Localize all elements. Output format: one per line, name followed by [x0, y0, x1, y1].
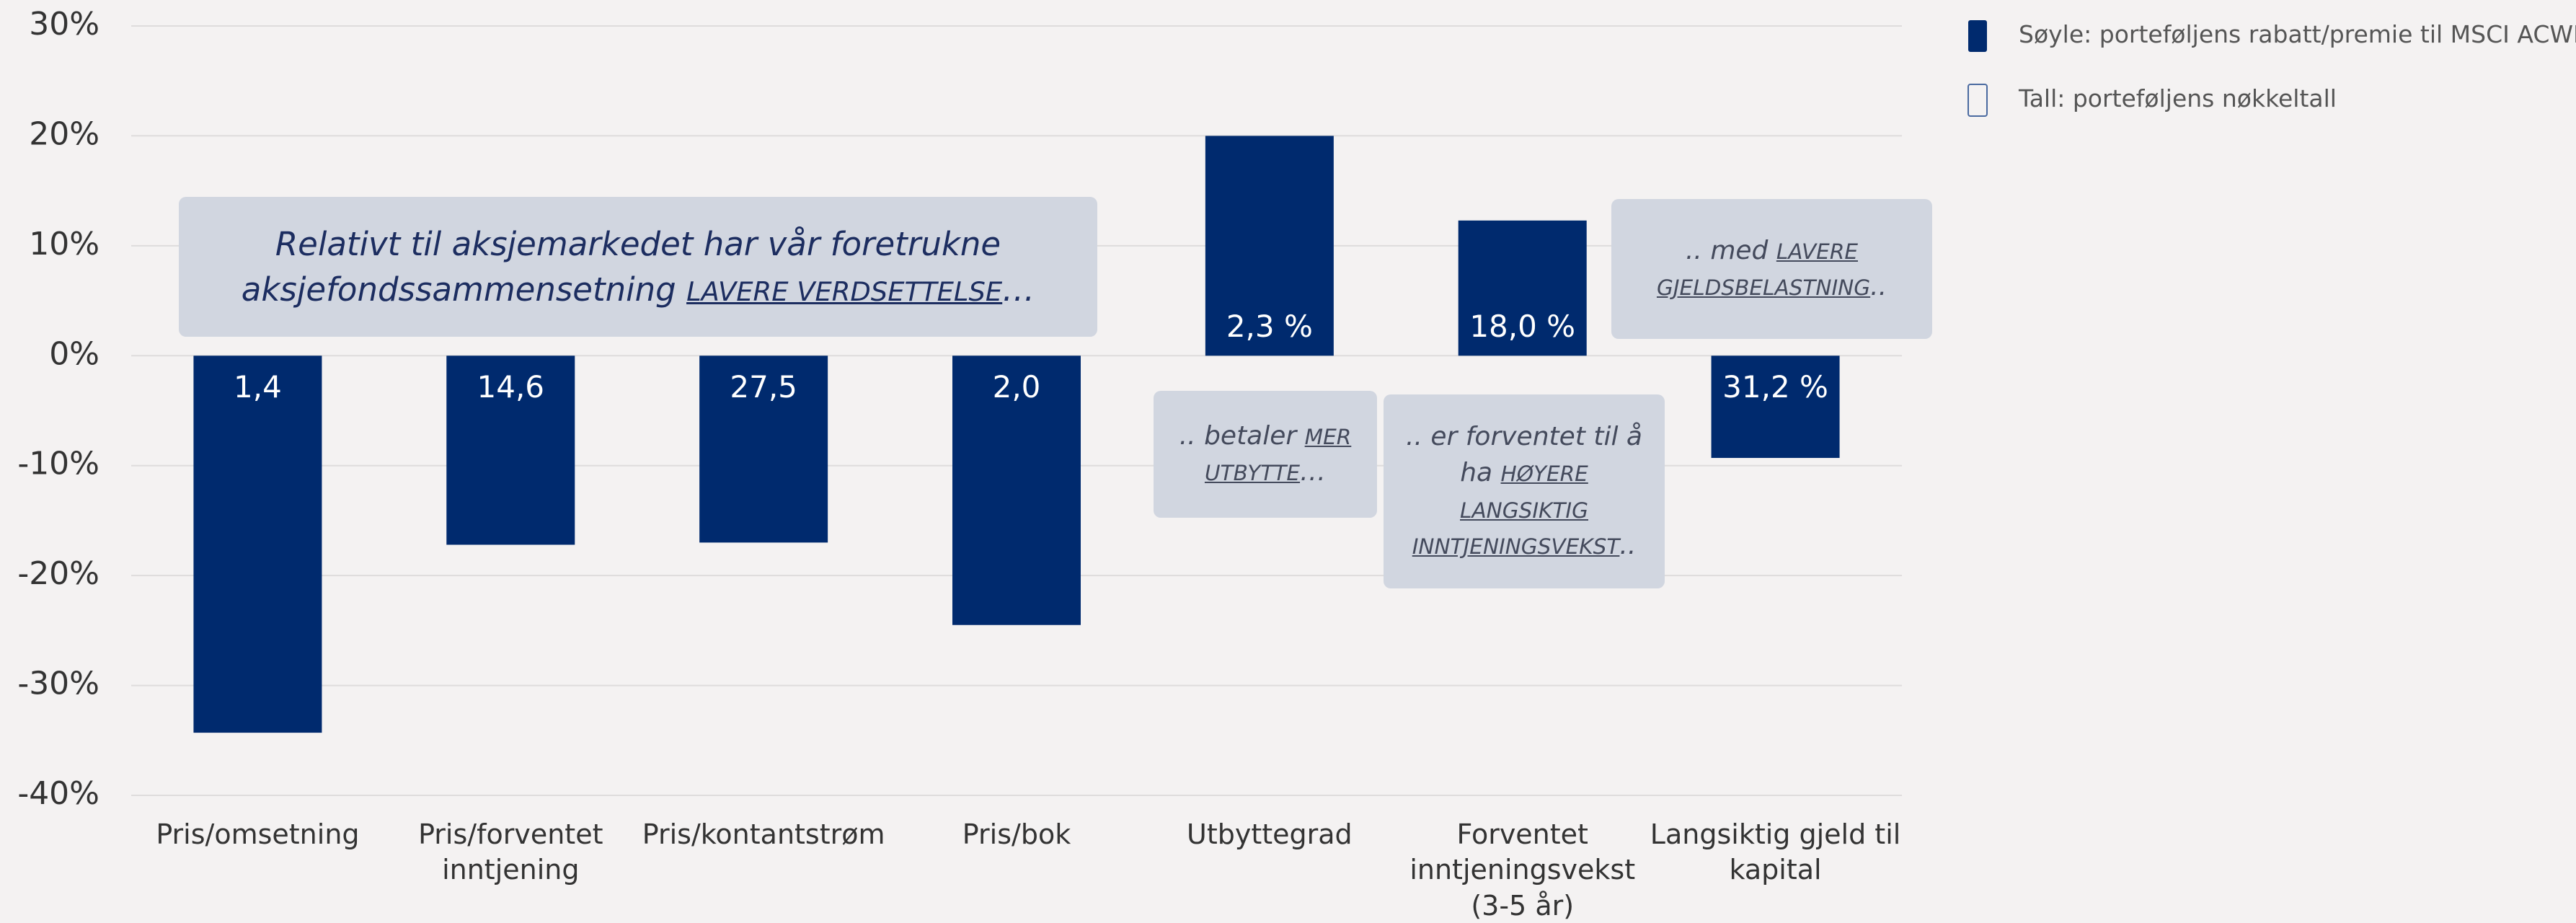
legend-swatch: [1968, 20, 1987, 52]
y-tick-label: -30%: [17, 666, 99, 702]
x-tick-label-text: Pris/bok: [962, 818, 1071, 850]
bar: [1458, 220, 1587, 356]
key-figure-label: 1,4: [234, 369, 282, 405]
y-tick-label: 10%: [29, 226, 99, 262]
x-tick-label: Forventet inntjeningsvekst (3-5 år): [1393, 817, 1652, 923]
key-figure-label: 27,5: [730, 369, 797, 405]
bar: [446, 355, 575, 545]
annotation-part: .. er forventet til å ha: [1406, 421, 1642, 488]
annotation-part: …: [1002, 270, 1035, 309]
annotation-text: .. med LAVERE GJELDSBELASTNING..: [1629, 233, 1915, 306]
annotation-part: …: [1300, 457, 1327, 487]
y-tick-label: -40%: [17, 775, 99, 812]
annotation-text: .. betaler MER UTBYTTE…: [1171, 418, 1360, 491]
key-figure-label: 18,0 %: [1469, 309, 1575, 344]
x-tick-label: Pris/bok: [887, 817, 1146, 852]
annotation-part: ..: [1619, 530, 1637, 560]
x-tick-label: Pris/kontantstrøm: [634, 817, 893, 852]
legend-label: Tall: porteføljens nøkkeltall: [2019, 84, 2337, 112]
annotation-part: .. betaler: [1179, 420, 1305, 451]
x-tick-label-text: Forventet inntjeningsvekst (3-5 år): [1409, 818, 1636, 922]
legend-text: Søyle: porteføljens rabatt/premie til MS…: [2019, 20, 2576, 48]
bar: [699, 355, 828, 543]
y-tick-label: -20%: [17, 555, 99, 592]
y-tick-label: 30%: [29, 6, 99, 43]
x-tick-label-text: Pris/kontantstrøm: [642, 818, 885, 850]
x-tick-label: Pris/forventet inntjening: [381, 817, 640, 888]
key-figure-label: 2,0: [993, 369, 1041, 405]
annotation-text: Relativt til aksjemarkedet har vår foret…: [196, 221, 1080, 312]
bar: [952, 355, 1081, 625]
x-tick-label: Utbyttegrad: [1140, 817, 1399, 852]
annotation: Relativt til aksjemarkedet har vår foret…: [179, 197, 1097, 337]
key-figure-label: 2,3 %: [1226, 309, 1313, 344]
bar: [1205, 136, 1334, 356]
annotation: .. med LAVERE GJELDSBELASTNING..: [1611, 199, 1932, 339]
y-tick-label: 0%: [49, 335, 99, 372]
x-tick-label-text: Utbyttegrad: [1187, 818, 1353, 850]
annotation-part: ..: [1870, 272, 1887, 301]
legend-swatch: [1968, 84, 1988, 117]
bar: [193, 355, 322, 733]
x-tick-label: Pris/omsetning: [128, 817, 387, 852]
legend-label: Søyle: porteføljens rabatt/premie til MS…: [2019, 20, 2576, 48]
y-tick-label: 20%: [29, 115, 99, 152]
key-figure-label: 31,2 %: [1722, 369, 1828, 405]
annotation-part: .. med: [1685, 235, 1776, 265]
annotation-part: MER UTBYTTE: [1204, 424, 1352, 485]
annotation-part: HØYERE LANGSIKTIG INNTJENINGSVEKST: [1412, 462, 1620, 559]
x-tick-label-text: Pris/forventet inntjening: [418, 818, 603, 886]
annotation: .. betaler MER UTBYTTE…: [1154, 391, 1377, 518]
legend-text: Tall: porteføljens nøkkeltall: [2019, 84, 2337, 112]
x-tick-label-text: Pris/omsetning: [156, 818, 360, 850]
annotation-part: LAVERE GJELDSBELASTNING: [1656, 239, 1871, 300]
x-tick-label: Langsiktig gjeld til kapital: [1646, 817, 1906, 888]
x-tick-label-text: Langsiktig gjeld til kapital: [1650, 818, 1901, 886]
annotation-part: LAVERE VERDSETTELSE: [686, 276, 1003, 307]
key-figure-label: 14,6: [477, 369, 545, 405]
annotation-text: .. er forventet til å ha HØYERE LANGSIKT…: [1401, 419, 1647, 565]
y-tick-label: -10%: [17, 446, 99, 482]
bar: [1711, 355, 1840, 459]
annotation-part: Relativt til aksjemarkedet har vår foret…: [241, 225, 1001, 309]
annotation: .. er forventet til å ha HØYERE LANGSIKT…: [1384, 394, 1665, 588]
